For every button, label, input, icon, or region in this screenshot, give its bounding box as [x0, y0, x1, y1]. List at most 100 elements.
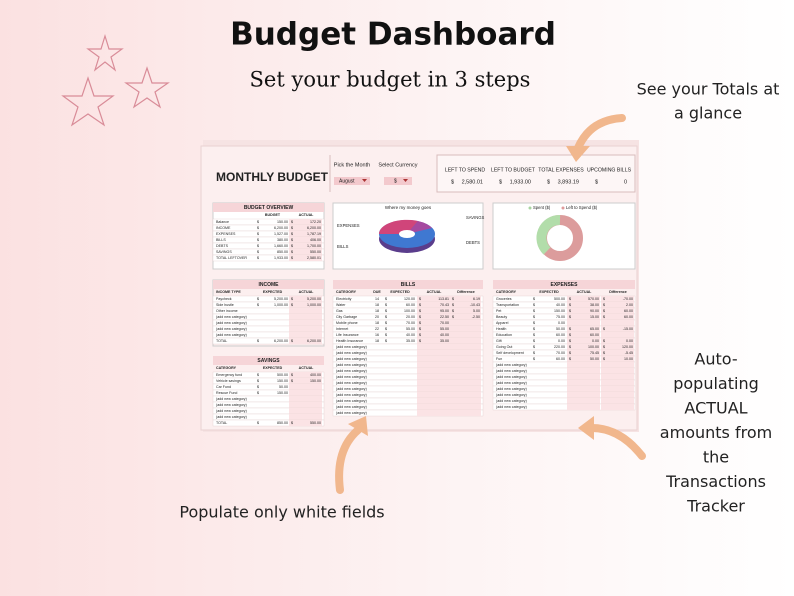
currency: $: [569, 327, 571, 331]
currency: $: [569, 303, 571, 307]
shaded-cell: [289, 332, 322, 338]
cell-value: 60.00: [624, 309, 633, 313]
currency: $: [257, 238, 259, 242]
shaded-cell: [289, 255, 322, 261]
currency-dropdown[interactable]: $: [384, 177, 412, 185]
shaded-cell: [417, 296, 450, 302]
legend-entry: Left to Spend ($): [566, 205, 598, 210]
shaded-cell: [417, 362, 450, 368]
shaded-cell: [417, 308, 450, 314]
cell-text: (add new category): [216, 327, 247, 331]
cell-text: 14: [375, 297, 379, 301]
subtitle: Set your budget in 3 steps: [250, 68, 531, 92]
cell-value: -70.00: [623, 297, 633, 301]
currency: $: [419, 321, 421, 325]
cell-text: Gift: [496, 339, 502, 343]
currency: $: [603, 315, 605, 319]
currency: $: [291, 339, 293, 343]
table-row: [332, 409, 484, 417]
column-header: CATEGORY: [216, 366, 237, 370]
cell-value: 50.00: [590, 357, 599, 361]
cell-text: (add new category): [496, 387, 527, 391]
callout: ACTUAL: [684, 399, 747, 418]
shaded-cell: [450, 356, 481, 362]
currency: $: [419, 327, 421, 331]
currency: $: [291, 379, 293, 383]
cell-text: (add new category): [336, 405, 367, 409]
currency: $: [533, 297, 535, 301]
cell-value: 500.00: [277, 373, 288, 377]
currency: $: [603, 297, 605, 301]
currency: $: [569, 351, 571, 355]
column-header: DUE: [373, 290, 381, 294]
cell-text: (add new category): [336, 399, 367, 403]
month-dropdown[interactable]: August: [334, 177, 370, 185]
cell-text: Going Out: [496, 345, 512, 349]
shaded-cell: [567, 320, 600, 326]
shaded-cell: [289, 243, 322, 249]
dropdown[interactable]: [384, 177, 412, 185]
callout: a glance: [674, 104, 742, 123]
shaded-cell: [289, 384, 322, 390]
currency: $: [257, 421, 259, 425]
shaded-cell: [601, 392, 634, 398]
shaded-cell: [417, 356, 450, 362]
cell-text: Beauty: [496, 315, 507, 319]
currency: $: [603, 357, 605, 361]
shaded-cell: [567, 302, 600, 308]
cell-text: (add new category): [336, 411, 367, 415]
cell-text: (add new category): [496, 363, 527, 367]
currency: $: [257, 256, 259, 260]
currency-label: Select Currency: [378, 162, 417, 168]
cell-value: 5.00: [473, 309, 480, 313]
shaded-cell: [567, 392, 600, 398]
cell-value: 70.00: [440, 321, 449, 325]
currency[interactable]: $: [394, 178, 397, 184]
callout: Transactions: [665, 472, 766, 491]
currency: $: [385, 315, 387, 319]
cell-value: 38.00: [590, 303, 599, 307]
cell-value: 1,000.00: [274, 303, 288, 307]
dropdown[interactable]: [334, 177, 370, 185]
cell-text: Car Fund: [216, 385, 231, 389]
cell-value: 5,200.00: [307, 297, 321, 301]
shaded-cell: [289, 402, 322, 408]
shaded-cell: [417, 398, 450, 404]
currency: $: [603, 339, 605, 343]
cell-text: (add new category): [336, 351, 367, 355]
cell-value: -2.50: [472, 315, 480, 319]
cell-text: (add new category): [496, 375, 527, 379]
shaded-cell: [601, 368, 634, 374]
cell-value: 35.00: [440, 339, 449, 343]
cell-value: 60.00: [590, 333, 599, 337]
shaded-cell: [567, 338, 600, 344]
currency: $: [452, 297, 454, 301]
currency: $: [452, 303, 454, 307]
shaded-cell: [450, 344, 481, 350]
currency: $: [419, 315, 421, 319]
callout: the: [703, 448, 729, 467]
shaded-cell: [567, 368, 600, 374]
dropdown-arrow[interactable]: [403, 179, 408, 182]
currency: $: [419, 339, 421, 343]
shaded-cell: [417, 326, 450, 332]
shaded-cell: [601, 350, 634, 356]
shaded-cell: [567, 380, 600, 386]
month[interactable]: August: [339, 178, 355, 184]
dropdown-arrow[interactable]: [362, 179, 367, 182]
cell-text: Education: [496, 333, 512, 337]
shaded-cell: [567, 326, 600, 332]
pie-label: DEBTS: [466, 240, 480, 245]
callout: Auto-: [694, 350, 737, 369]
shaded-cell: [601, 386, 634, 392]
cell-value: 15.00: [590, 315, 599, 319]
cell-value: 90.00: [590, 309, 599, 313]
shaded-cell: [601, 380, 634, 386]
shaded-cell: [450, 380, 481, 386]
column-header: EXPECTED: [390, 290, 410, 294]
shaded-cell: [450, 302, 481, 308]
currency: $: [533, 351, 535, 355]
table-row: [212, 254, 325, 262]
shaded-cell: [289, 338, 322, 344]
cell-value: 150.00: [277, 391, 288, 395]
